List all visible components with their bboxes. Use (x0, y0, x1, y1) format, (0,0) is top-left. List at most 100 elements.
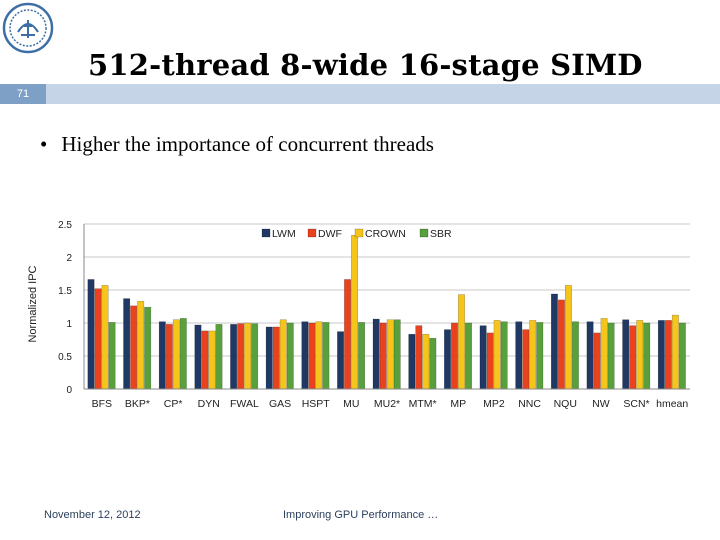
bar-dwf-bfs (94, 288, 102, 390)
bar-sbr-bkpstar (144, 306, 152, 390)
bar-dwf-mu2star (379, 322, 387, 390)
legend-swatch-lwm (261, 228, 271, 238)
x-tick-label: BFS (92, 398, 112, 410)
bar-sbr-nqu (571, 321, 579, 390)
bar-crown-mp2 (493, 320, 501, 390)
bar-dwf-scnstar (629, 325, 637, 390)
bar-sbr-hspt (322, 322, 330, 390)
y-axis-label: Normalized IPC (27, 265, 39, 342)
y-tick-label: 0 (66, 385, 72, 396)
bar-lwm-nw (586, 321, 594, 390)
bar-lwm-mp2 (479, 325, 487, 390)
bar-crown-hmean (671, 314, 679, 390)
bar-lwm-hspt (301, 321, 309, 390)
bar-dwf-nqu (557, 299, 565, 390)
bar-dwf-cpstar (165, 324, 173, 390)
y-tick-label: 2.5 (58, 220, 72, 231)
ipc-bar-chart: 0 0.5 1 1.5 2 2.5 BFS BKP* CP* DYN FWAL GAS HSPT MU MU… (27, 220, 690, 410)
bar-crown-nqu (564, 285, 572, 390)
x-tick-label: SCN* (623, 398, 649, 410)
bar-crown-mu2star (386, 319, 394, 390)
bar-crown-mp (458, 294, 465, 390)
x-tick-label: NW (592, 398, 610, 410)
bar-crown-dyn (208, 330, 216, 390)
logo-emblem (17, 20, 39, 38)
title-band (0, 84, 720, 104)
bar-sbr-cpstar (179, 318, 187, 390)
bar-sbr-mtmstar (429, 337, 437, 390)
bar-crown-bfs (101, 285, 109, 390)
bar-dwf-gas (272, 326, 280, 390)
bar-crown-gas (279, 319, 287, 390)
bar-sbr-mp (465, 322, 472, 390)
bar-dwf-mtmstar (415, 325, 423, 390)
bar-lwm-bfs (87, 279, 95, 390)
x-tick-label: hmean (656, 398, 688, 410)
legend-swatch-crown (354, 228, 364, 238)
bar-sbr-bfs (108, 322, 116, 390)
y-tick-label: 2 (66, 253, 72, 264)
bar-crown-mu (351, 234, 359, 390)
x-tick-label: MU (343, 398, 359, 410)
x-tick-label: MP (450, 398, 466, 410)
x-tick-label: MU2* (374, 398, 400, 410)
bar-crown-nw (600, 318, 608, 390)
x-tick-label: CP* (164, 398, 183, 410)
bar-lwm-cpstar (158, 321, 166, 390)
x-tick-label: GAS (269, 398, 291, 410)
bar-lwm-mu2star (372, 318, 380, 390)
bar-crown-fwal (244, 322, 252, 390)
bar-lwm-hmean (657, 320, 665, 390)
bar-dwf-nw (593, 332, 601, 390)
bar-sbr-mu2star (393, 319, 401, 390)
bar-sbr-mp2 (500, 321, 508, 390)
bar-lwm-mtmstar (408, 333, 416, 390)
x-tick-label: BKP* (125, 398, 150, 410)
bar-lwm-scnstar (622, 319, 630, 390)
bar-crown-cpstar (172, 319, 180, 390)
legend-label-sbr: SBR (430, 228, 452, 240)
bar-crown-mtmstar (422, 333, 430, 390)
legend-swatch-sbr (419, 228, 429, 238)
x-tick-label: MTM* (409, 398, 437, 410)
bar-lwm-gas (265, 326, 273, 390)
bar-crown-hspt (315, 321, 323, 390)
bar-lwm-dyn (194, 324, 202, 390)
bar-sbr-mu (358, 322, 366, 390)
slide-title: 512-thread 8-wide 16-stage SIMD (88, 48, 643, 82)
bar-dwf-fwal (237, 323, 245, 390)
bar-sbr-hmean (678, 322, 686, 390)
bar-dwf-mp2 (486, 332, 494, 390)
bullet-text: Higher the importance of concurrent thre… (61, 132, 434, 156)
bar-dwf-hspt (308, 322, 316, 390)
y-tick-label: 0.5 (58, 352, 72, 363)
bar-sbr-dyn (215, 324, 223, 390)
legend-label-crown: CROWN (365, 228, 406, 240)
legend-label-lwm: LWM (272, 228, 296, 240)
bullet-point: • Higher the importance of concurrent thr… (40, 132, 434, 157)
bar-lwm-mu (337, 331, 345, 390)
x-tick-label: MP2 (483, 398, 505, 410)
chart-bars (87, 234, 686, 390)
bar-dwf-mp (451, 322, 458, 390)
footer-title: Improving GPU Performance … (283, 509, 439, 521)
footer-date: November 12, 2012 (44, 509, 141, 521)
x-tick-label: FWAL (230, 398, 259, 410)
slide-number: 71 (0, 84, 46, 104)
bullet-dot-icon: • (40, 132, 48, 156)
y-tick-label: 1 (66, 319, 72, 330)
bar-sbr-nw (607, 322, 615, 390)
bar-lwm-mp (444, 329, 451, 390)
bar-lwm-nnc (515, 321, 523, 390)
bar-lwm-fwal (230, 324, 238, 390)
university-logo (2, 2, 54, 54)
chart-axes: 0 0.5 1 1.5 2 2.5 BFS BKP* CP* DYN FWAL GAS HSPT MU MU… (58, 220, 690, 410)
logo-inner-ring (9, 9, 47, 47)
legend-swatch-dwf (307, 228, 317, 238)
bar-sbr-scnstar (643, 322, 651, 390)
x-tick-label: DYN (198, 398, 220, 410)
legend-label-dwf: DWF (318, 228, 342, 240)
x-tick-label: NQU (554, 398, 577, 410)
bar-crown-nnc (529, 320, 537, 390)
chart-legend: LWM DWF CROWN SBR (261, 228, 452, 240)
